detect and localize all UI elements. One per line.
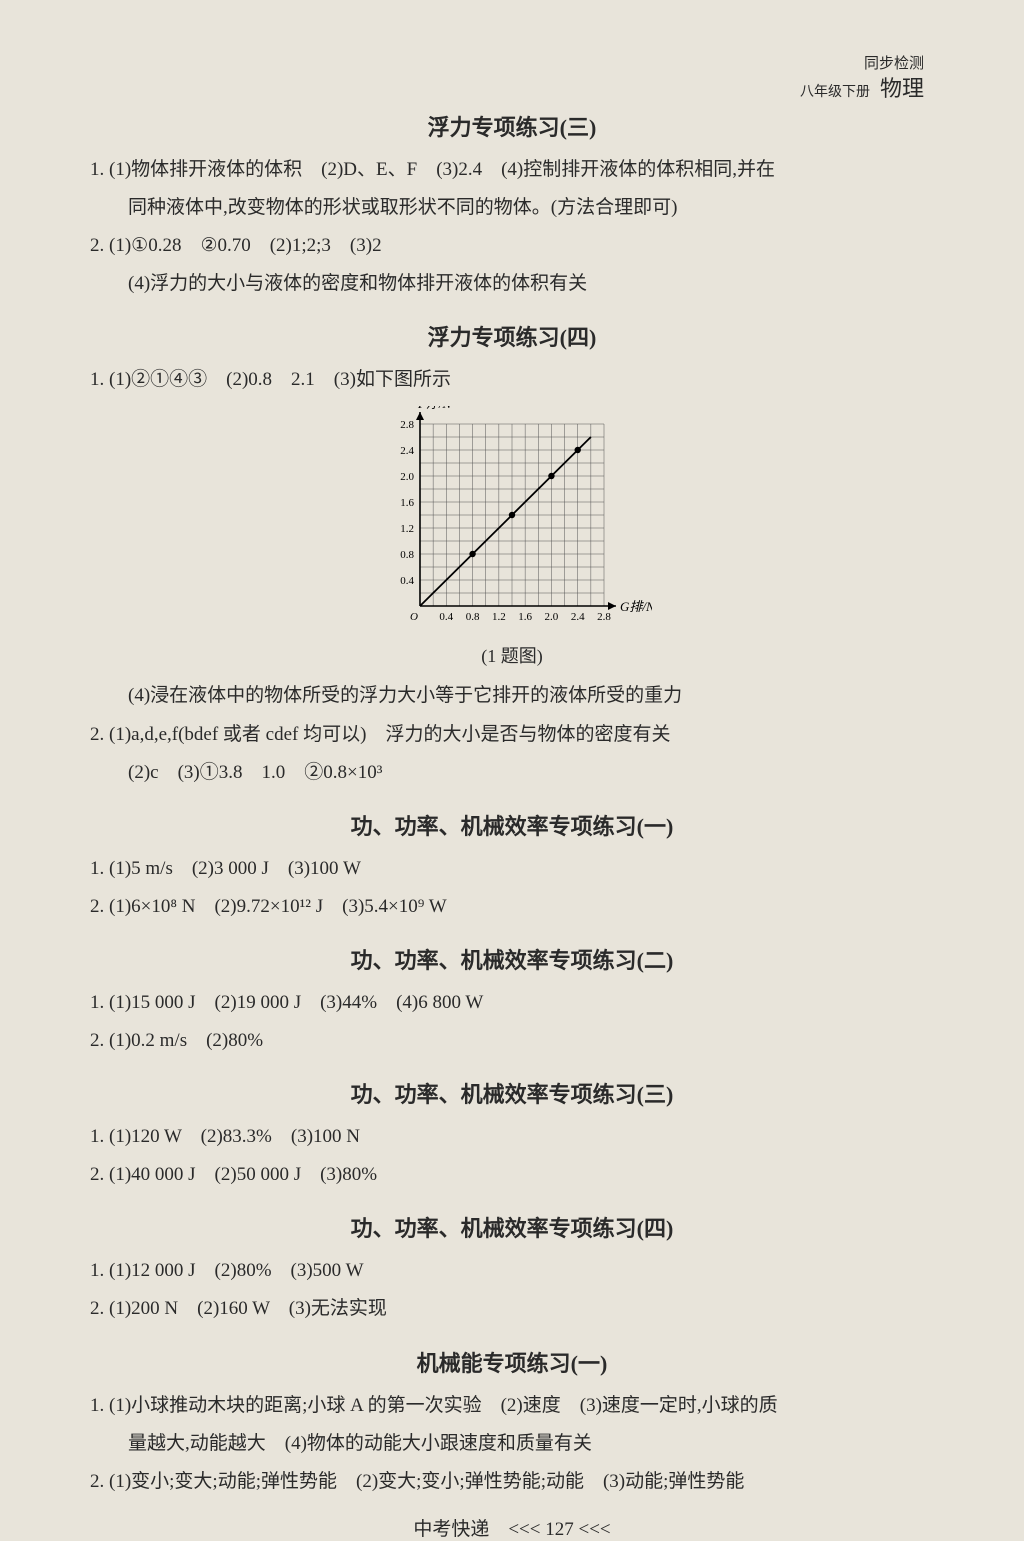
section-title-p4: 功、功率、机械效率专项练习(四) (90, 1211, 934, 1243)
p1-q2: 2. (1)6×10⁸ N (2)9.72×10¹² J (3)5.4×10⁹ … (90, 889, 934, 925)
section-title-s4: 浮力专项练习(四) (90, 320, 934, 352)
p2-q2: 2. (1)0.2 m/s (2)80% (90, 1023, 934, 1059)
m1-q2: 2. (1)变小;变大;动能;弹性势能 (2)变大;变小;弹性势能;动能 (3)… (90, 1464, 934, 1500)
svg-text:2.8: 2.8 (400, 419, 414, 431)
page-header: 同步检测 八年级下册 物理 (800, 55, 924, 103)
s4-q2: 2. (1)a,d,e,f(bdef 或者 cdef 均可以) 浮力的大小是否与… (90, 717, 934, 753)
s3-q2b: (4)浮力的大小与液体的密度和物体排开液体的体积有关 (90, 266, 934, 302)
page-footer: 中考快递 <<< 127 <<< (90, 1514, 934, 1541)
section-title-p2: 功、功率、机械效率专项练习(二) (90, 943, 934, 975)
section-title-m1: 机械能专项练习(一) (90, 1346, 934, 1378)
chart-container: 0.4 0.4 0.8 0.8 1.2 1.2 1.6 1.6 2.0 2.0 2.4 2.4 2.8 2… (90, 406, 934, 636)
svg-text:0.4: 0.4 (439, 611, 453, 623)
p2-q1: 1. (1)15 000 J (2)19 000 J (3)44% (4)6 8… (90, 985, 934, 1021)
buoyancy-chart: 0.4 0.4 0.8 0.8 1.2 1.2 1.6 1.6 2.0 2.0 2.4 2.4 2.8 2… (372, 406, 652, 636)
header-line2: 八年级下册 (800, 84, 870, 102)
s3-q1b: 同种液体中,改变物体的形状或取形状不同的物体。(方法合理即可) (90, 190, 934, 226)
m1-q1: 1. (1)小球推动木块的距离;小球 A 的第一次实验 (2)速度 (3)速度一… (90, 1388, 934, 1424)
p4-q1: 1. (1)12 000 J (2)80% (3)500 W (90, 1253, 934, 1289)
s4-q1: 1. (1)②①④③ (2)0.8 2.1 (3)如下图所示 (90, 362, 934, 398)
p1-q1: 1. (1)5 m/s (2)3 000 J (3)100 W (90, 851, 934, 887)
svg-text:F浮/N: F浮/N (417, 406, 453, 411)
svg-text:O: O (410, 611, 418, 623)
section-title-p3: 功、功率、机械效率专项练习(三) (90, 1077, 934, 1109)
svg-text:1.6: 1.6 (400, 497, 414, 509)
svg-text:2.4: 2.4 (571, 611, 585, 623)
section-title-p1: 功、功率、机械效率专项练习(一) (90, 809, 934, 841)
svg-text:0.4: 0.4 (400, 575, 414, 587)
svg-text:2.0: 2.0 (545, 611, 559, 623)
svg-text:1.2: 1.2 (492, 611, 506, 623)
section-title-s3: 浮力专项练习(三) (90, 110, 934, 142)
svg-text:0.8: 0.8 (400, 549, 414, 561)
chart-caption: (1 题图) (90, 642, 934, 668)
header-line1: 同步检测 (800, 55, 924, 75)
svg-text:2.4: 2.4 (400, 445, 414, 457)
p4-q2: 2. (1)200 N (2)160 W (3)无法实现 (90, 1291, 934, 1327)
s4-q2b: (2)c (3)①3.8 1.0 ②0.8×10³ (90, 755, 934, 791)
svg-text:1.6: 1.6 (518, 611, 532, 623)
svg-text:1.2: 1.2 (400, 523, 414, 535)
s4-q1c: (4)浸在液体中的物体所受的浮力大小等于它排开的液体所受的重力 (90, 678, 934, 714)
p3-q2: 2. (1)40 000 J (2)50 000 J (3)80% (90, 1157, 934, 1193)
svg-text:G排/N: G排/N (620, 599, 652, 614)
s3-q1: 1. (1)物体排开液体的体积 (2)D、E、F (3)2.4 (4)控制排开液… (90, 152, 934, 188)
s3-q2: 2. (1)①0.28 ②0.70 (2)1;2;3 (3)2 (90, 228, 934, 264)
svg-text:2.8: 2.8 (597, 611, 611, 623)
p3-q1: 1. (1)120 W (2)83.3% (3)100 N (90, 1119, 934, 1155)
header-subject: 物理 (880, 75, 924, 104)
svg-text:0.8: 0.8 (466, 611, 480, 623)
m1-q1b: 量越大,动能越大 (4)物体的动能大小跟速度和质量有关 (90, 1426, 934, 1462)
svg-text:2.0: 2.0 (400, 471, 414, 483)
